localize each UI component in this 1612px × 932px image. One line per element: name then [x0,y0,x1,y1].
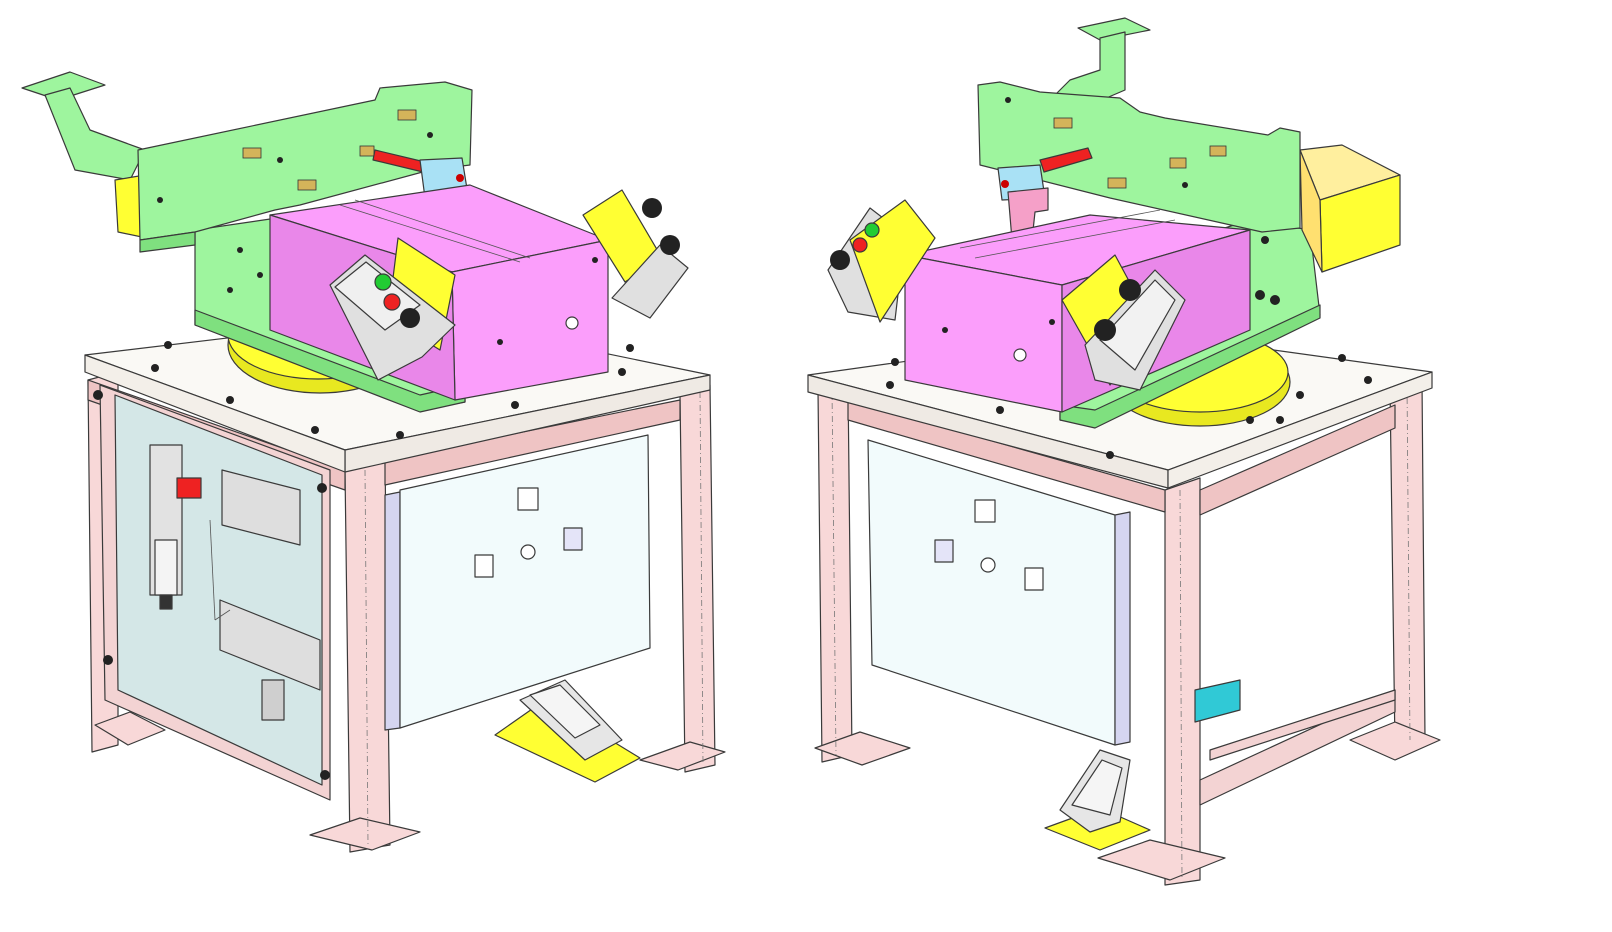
right-door-window-top [974,499,996,523]
left-green-bracket [21,71,473,253]
left-machine-view [21,71,726,853]
left-air-fitting [242,147,262,159]
right-red-button [852,237,868,253]
right-foot-pedal [1044,679,1241,851]
left-glass-screw [93,390,103,400]
left-valve-block-lower [219,599,321,691]
left-valve-block-upper [221,469,301,546]
left-door-panel [399,434,651,729]
right-frame-foot-back-right [1349,721,1441,761]
right-red-rod [1039,147,1093,173]
left-tabletop-side [84,354,346,473]
right-control-box-front [1061,254,1186,391]
left-door-hole [520,544,536,560]
left-back-knob-2 [660,235,680,255]
right-door-window-left [934,539,954,563]
left-frame-leg-front-right [344,459,391,853]
right-front-knob-1 [1119,279,1141,301]
left-foot-pedal [494,679,641,783]
left-door-window-top [517,487,539,511]
right-yellow-box [1299,144,1401,273]
left-front-door [384,434,651,731]
right-frame-leg-back-left [817,382,853,763]
right-air-fitting [1053,117,1073,129]
left-frame-foot-left [94,711,166,746]
left-table-bolts [151,341,634,439]
right-frame-leg-front [1164,477,1201,886]
right-door-window-right [1024,567,1044,591]
right-bracket-mount-plate [1077,17,1151,41]
left-control-box-back [582,189,689,319]
right-door-hole [980,557,996,573]
left-knob [400,308,420,328]
left-frame-foot-front [309,817,421,851]
left-frame-leg-back [679,384,716,773]
left-start-button-green [374,273,392,291]
right-left-knob [830,250,850,270]
left-back-knob-1 [642,198,662,218]
left-door-window-left [474,554,494,578]
left-frame-beam-right [384,399,681,486]
right-front-door [867,439,1131,746]
right-frame-beam-left [847,399,1166,513]
right-frame [814,379,1441,886]
right-tabletop-side [1167,371,1433,489]
right-machine-view [807,17,1441,886]
right-table-bolts [886,354,1372,459]
right-clamp-assembly [997,147,1093,241]
right-green-bracket [977,17,1301,233]
left-door-edge [384,491,401,731]
right-frame-beam-right [1199,404,1396,516]
right-frame-foot-back-left [814,731,911,766]
left-bracket-arm [44,87,146,181]
right-teal-block [1194,679,1241,723]
right-front-knob-2 [1094,319,1116,341]
left-frame-foot-back [639,741,726,771]
left-stop-button-red [383,293,401,311]
left-control-box-front [329,237,456,381]
right-control-box-left [827,199,936,323]
left-door-window-right [563,527,583,551]
right-frame-foot-front [1097,839,1226,881]
left-glass-cabinet [93,384,331,801]
left-regulator-knob-red [176,477,202,499]
right-green-button [864,222,880,238]
